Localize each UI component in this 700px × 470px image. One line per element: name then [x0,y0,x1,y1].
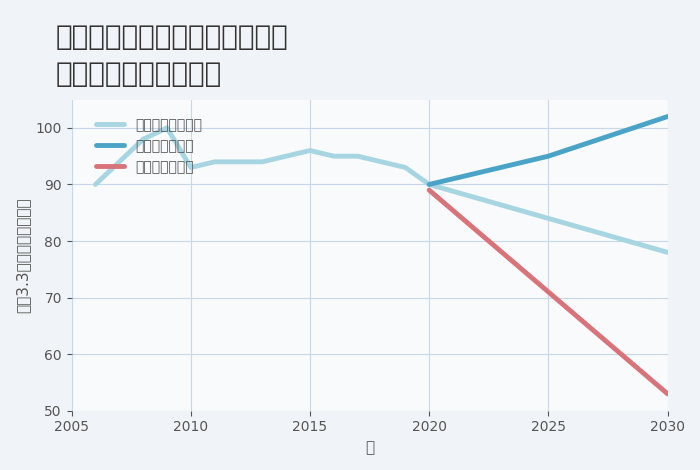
ノーマルシナリオ [115,159,123,164]
ノーマルシナリオ [401,164,410,170]
ノーマルシナリオ [234,159,243,164]
ノーマルシナリオ [211,159,219,164]
X-axis label: 年: 年 [365,440,374,455]
ノーマルシナリオ [187,164,195,170]
ノーマルシナリオ [258,159,267,164]
ノーマルシナリオ [354,153,362,159]
ノーマルシナリオ [544,216,552,221]
ノーマルシナリオ [282,153,290,159]
グッドシナリオ [664,114,672,119]
ノーマルシナリオ [330,153,338,159]
ノーマルシナリオ [425,181,433,187]
バッドシナリオ [544,289,552,295]
Line: バッドシナリオ: バッドシナリオ [429,190,668,394]
ノーマルシナリオ [139,136,148,142]
Text: 兵庫県姫路市白浜町宇佐崎北の
中古戸建ての価格推移: 兵庫県姫路市白浜町宇佐崎北の 中古戸建ての価格推移 [56,24,288,88]
グッドシナリオ [425,181,433,187]
Line: ノーマルシナリオ: ノーマルシナリオ [95,128,668,252]
ノーマルシナリオ [306,148,314,153]
グッドシナリオ [544,153,552,159]
Line: グッドシナリオ: グッドシナリオ [429,117,668,184]
バッドシナリオ [664,391,672,397]
ノーマルシナリオ [91,181,99,187]
Y-axis label: 坪（3.3㎡）単価（万円）: 坪（3.3㎡）単価（万円） [15,197,30,313]
ノーマルシナリオ [377,159,386,164]
ノーマルシナリオ [163,125,172,131]
Legend: ノーマルシナリオ, グッドシナリオ, バッドシナリオ: ノーマルシナリオ, グッドシナリオ, バッドシナリオ [90,113,207,180]
ノーマルシナリオ [664,250,672,255]
バッドシナリオ [425,187,433,193]
